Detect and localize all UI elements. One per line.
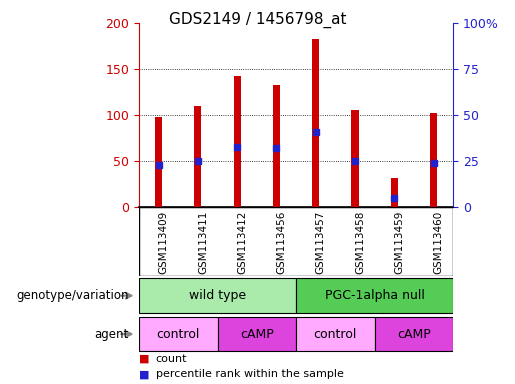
Bar [296, 317, 375, 351]
Text: GDS2149 / 1456798_at: GDS2149 / 1456798_at [169, 12, 346, 28]
Bar [195, 106, 201, 207]
Text: PGC-1alpha null: PGC-1alpha null [325, 289, 424, 302]
Text: cAMP: cAMP [397, 328, 431, 341]
Text: wild type: wild type [189, 289, 246, 302]
Text: control: control [314, 328, 357, 341]
Bar [430, 113, 437, 207]
Bar [217, 317, 296, 351]
Text: GSM113459: GSM113459 [394, 210, 404, 274]
Bar [139, 278, 296, 313]
Text: ■: ■ [139, 369, 149, 379]
Text: GSM113412: GSM113412 [237, 210, 247, 274]
Text: GSM113456: GSM113456 [277, 210, 286, 274]
Bar [296, 278, 453, 313]
Text: GSM113411: GSM113411 [198, 210, 208, 274]
Bar [273, 85, 280, 207]
Text: GSM113409: GSM113409 [159, 210, 169, 273]
Text: percentile rank within the sample: percentile rank within the sample [156, 369, 344, 379]
Bar [234, 76, 241, 207]
Text: cAMP: cAMP [240, 328, 274, 341]
Text: agent: agent [94, 328, 129, 341]
Bar [352, 110, 358, 207]
Text: genotype/variation: genotype/variation [16, 289, 129, 302]
Text: GSM113458: GSM113458 [355, 210, 365, 274]
Text: GSM113460: GSM113460 [434, 210, 443, 273]
Bar [155, 117, 162, 207]
Text: count: count [156, 354, 187, 364]
Bar [391, 178, 398, 207]
Text: GSM113457: GSM113457 [316, 210, 326, 274]
Bar [139, 317, 217, 351]
Text: control: control [157, 328, 200, 341]
Bar [375, 317, 453, 351]
Text: ■: ■ [139, 354, 149, 364]
Bar [312, 39, 319, 207]
